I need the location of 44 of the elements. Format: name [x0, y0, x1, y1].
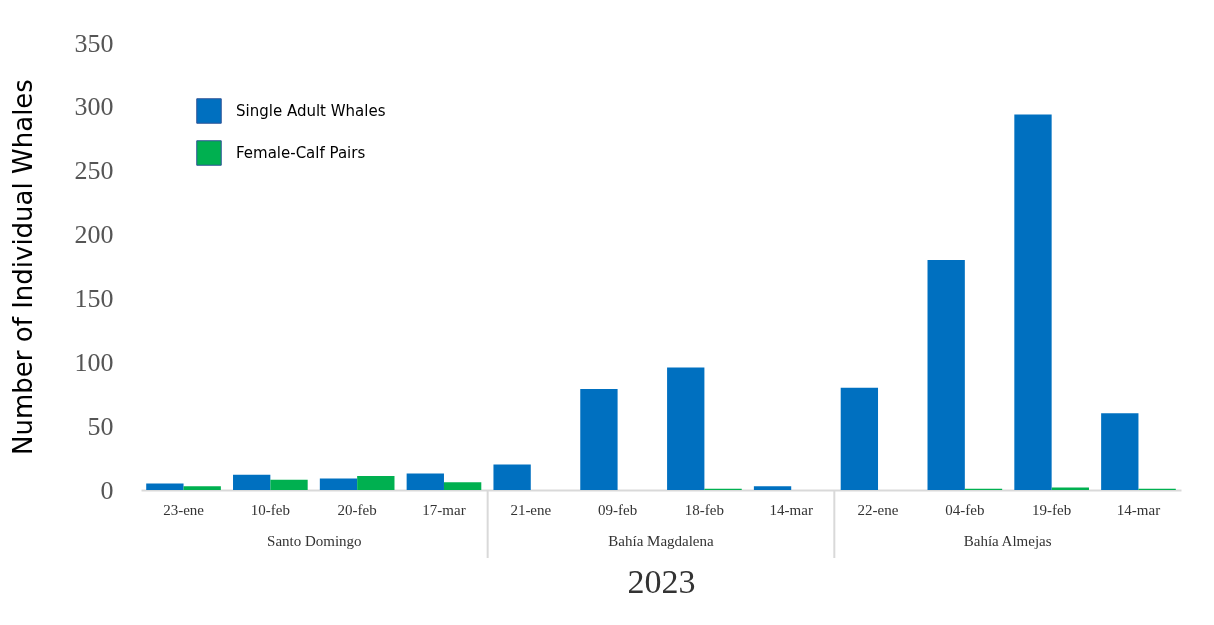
x-tick-label: 04-feb	[945, 501, 985, 518]
x-tick-label: 17-mar	[422, 501, 466, 518]
bar	[580, 389, 618, 490]
bar	[1014, 114, 1052, 490]
bar	[667, 367, 705, 490]
legend-label: Single Adult Whales	[236, 102, 386, 120]
bar	[753, 486, 792, 490]
y-axis-title: Number of Individual Whales	[7, 79, 38, 455]
bar	[233, 474, 271, 490]
bar	[840, 387, 879, 490]
y-tick-label: 150	[74, 283, 114, 313]
x-axis-title: 2023	[627, 562, 696, 600]
y-tick-label: 200	[74, 220, 114, 250]
x-tick-label: 19-feb	[1032, 501, 1072, 518]
y-tick-label: 250	[74, 156, 114, 186]
bar	[927, 260, 965, 490]
y-tick-label: 0	[100, 475, 114, 505]
x-tick-label: 23-ene	[163, 501, 205, 518]
x-tick-label: 22-ene	[857, 501, 899, 518]
y-tick-label: 300	[74, 92, 114, 122]
y-tick-label: 50	[87, 411, 114, 441]
y-tick-label: 350	[74, 28, 114, 58]
x-tick-label: 21-ene	[510, 501, 552, 518]
x-tick-label: 20-feb	[337, 501, 377, 518]
bar	[319, 478, 358, 490]
bar	[146, 483, 184, 490]
bar	[357, 475, 395, 490]
bar	[183, 486, 221, 490]
bar	[443, 482, 482, 490]
text: Santo Domingo	[267, 533, 362, 549]
bar	[493, 464, 531, 490]
legend-label: Female-Calf Pairs	[236, 144, 366, 162]
bar	[270, 479, 308, 490]
y-tick-label: 100	[74, 347, 114, 377]
bar	[1051, 487, 1089, 490]
x-tick-label: 14-mar	[1116, 501, 1161, 518]
x-tick-label: 10-feb	[250, 501, 290, 518]
bar	[406, 473, 444, 490]
bar	[1101, 413, 1139, 490]
x-tick-label: 09-feb	[598, 501, 638, 518]
x-tick-label: 18-feb	[684, 501, 724, 518]
text: Bahía Almejas	[963, 533, 1052, 549]
text: Bahía Magdalena	[608, 533, 715, 549]
x-tick-label: 14-mar	[769, 501, 813, 518]
